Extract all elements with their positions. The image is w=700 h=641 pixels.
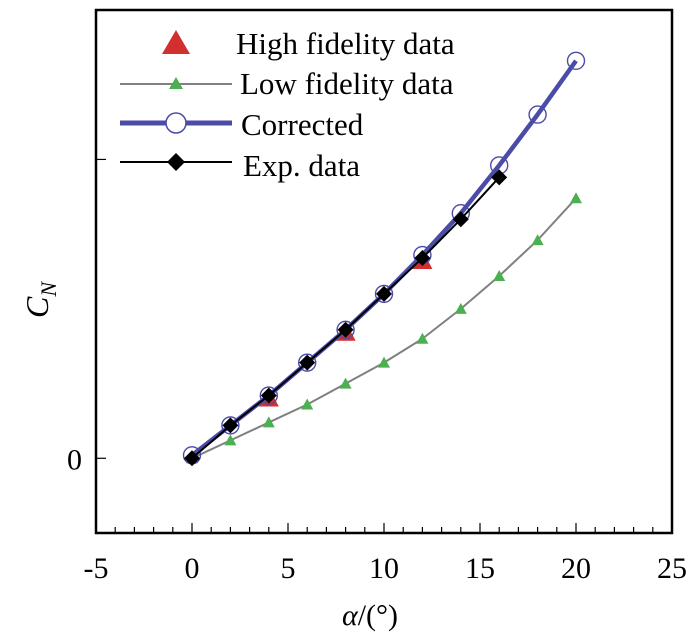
legend-label: Exp. data [243,148,360,183]
data-point-circle [374,284,394,304]
data-point-circle [528,105,547,124]
data-point-small-triangle [378,356,390,368]
legend-small-triangle-marker [169,77,183,89]
data-point-circle [336,320,355,339]
legend-item-exp: Exp. data [120,148,360,183]
data-point-small-triangle [339,377,352,389]
y-axis-subscript: N [36,281,61,298]
axis-ticks [95,158,673,533]
legend-label: High fidelity data [236,26,455,61]
y-axis-title: CN [19,281,61,318]
data-point-diamond [337,321,354,338]
data-point-diamond [376,285,392,302]
x-tick-label: 5 [281,552,296,585]
y-tick-labels: 0 [67,443,82,476]
data-point-circle [298,353,317,372]
legend-label: Low fidelity data [240,66,454,101]
x-axis-title: α/(°) [342,599,398,632]
data-point-small-triangle [416,332,429,344]
data-point-small-triangle [301,398,314,410]
x-tick-label: -5 [84,552,109,585]
x-axis-unit: /(°) [358,599,398,632]
y-tick-label: 0 [67,443,82,476]
legend-item-corrected: Corrected [120,107,364,142]
legend-label: Corrected [241,107,364,142]
plot-frame [94,8,674,535]
y-axis-symbol: C [19,296,55,318]
data-point-small-triangle [224,434,237,446]
series-exp-data [184,169,508,467]
data-point-diamond [491,169,508,186]
series-line [191,197,577,460]
data-point-small-triangle [531,234,544,246]
data-point-circle [259,386,278,405]
data-point-circle [566,51,586,71]
series-low-fidelity-data [186,192,582,464]
data-point-circle [221,416,240,435]
series-layer [182,51,586,467]
x-tick-label: 15 [465,552,495,585]
legend-item-high-fidelity: High fidelity data [162,26,455,61]
x-axis-symbol: α [342,599,359,632]
data-point-diamond [222,417,239,434]
legend: High fidelity data Low fidelity data Cor… [120,26,455,183]
x-tick-label: 0 [185,552,200,585]
data-point-diamond [414,250,431,267]
x-tick-labels: -5 0 5 10 15 20 25 [84,552,688,585]
x-tick-label: 25 [657,552,687,585]
data-point-diamond [299,354,316,371]
legend-diamond-marker [167,153,185,171]
legend-circle-marker [165,112,187,134]
data-point-diamond [452,211,469,228]
data-point-diamond [184,450,200,467]
data-point-diamond [260,387,277,404]
legend-triangle-marker [162,30,190,54]
x-tick-label: 10 [369,552,399,585]
data-point-small-triangle [262,416,275,428]
data-point-small-triangle [570,192,582,204]
data-point-small-triangle [493,269,506,281]
legend-item-low-fidelity: Low fidelity data [120,66,454,101]
data-point-small-triangle [454,302,467,314]
x-tick-label: 20 [561,552,591,585]
